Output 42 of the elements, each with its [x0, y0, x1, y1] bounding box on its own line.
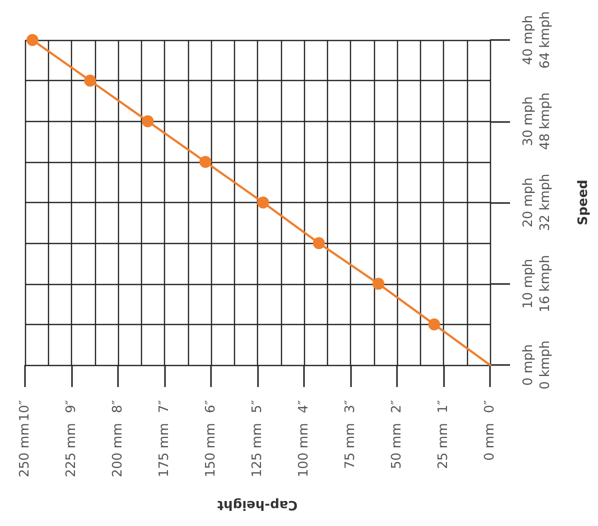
x2-tick-label: 6″: [204, 400, 218, 414]
y-tick-label: 20 mph: [521, 178, 536, 228]
x2-tick-label: 1″: [436, 400, 451, 414]
x2-tick-label: 0″: [482, 400, 498, 414]
x2-tick-label: 4″: [296, 400, 312, 414]
point: [26, 34, 38, 46]
y2-axis-title: Speed: [576, 180, 591, 226]
x-tick-label: 50 mm: [390, 423, 404, 470]
point: [257, 196, 270, 208]
x-tick-label: 125 mm: [250, 423, 265, 478]
x-tick-label: 25 mm: [436, 423, 451, 470]
x-tick-label: 200 mm: [110, 423, 126, 478]
y2-tick-label: 64 kmph: [538, 11, 553, 69]
x-tick-label: 250 mm: [18, 423, 32, 478]
y2-tick-label: 16 kmph: [538, 255, 553, 312]
y-tick-label: 10 mph: [521, 258, 536, 309]
x-tick-label: 175 mm: [157, 423, 172, 478]
x2-tick-label: 8″: [110, 400, 126, 414]
x-tick-label: 150 mm: [204, 423, 218, 478]
x-axis-title: Cap-height: [217, 497, 298, 512]
y2-tick-label: 48 kmph: [538, 92, 553, 150]
y-tick-label: 40 mph: [521, 15, 536, 65]
point: [142, 115, 154, 128]
y2-tick-label: 0 kmph: [538, 340, 553, 390]
x-tick-label: 75 mm: [343, 423, 358, 470]
y-tick-label: 30 mph: [521, 96, 536, 146]
x2-tick-label: 2″: [390, 400, 404, 414]
x2-tick-label: 5″: [250, 400, 265, 414]
point: [312, 237, 325, 250]
x2-tick-label: 7″: [157, 400, 172, 414]
x-tick-label: 100 mm: [296, 423, 312, 478]
x2-tick-label: 3″: [343, 400, 358, 414]
point: [199, 156, 212, 168]
y2-tick-label: 32 kmph: [538, 174, 553, 232]
y-tick-label: 0 mph: [521, 344, 536, 386]
point: [84, 74, 96, 87]
point: [372, 278, 384, 290]
point: [428, 318, 440, 330]
x-tick-label: 225 mm: [64, 423, 79, 478]
x2-tick-label: 10″: [18, 400, 32, 422]
x-tick-label: 0 mm: [482, 423, 498, 461]
x2-tick-label: 9″: [64, 400, 79, 414]
